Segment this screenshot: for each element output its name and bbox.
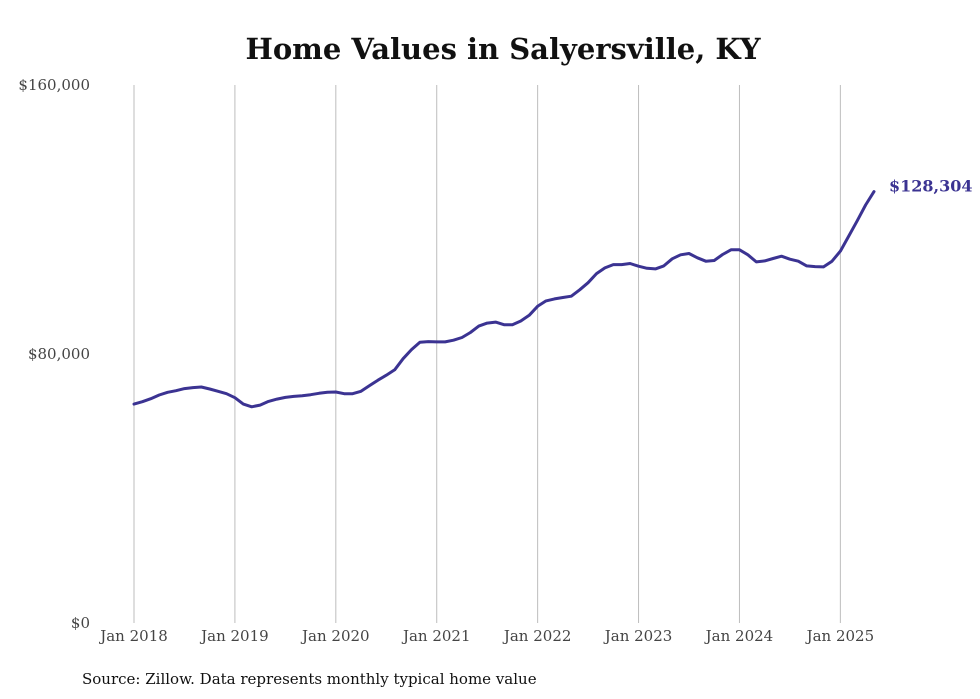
x-tick-label: Jan 2024 [704, 627, 774, 645]
chart-title: Home Values in Salyersville, KY [245, 32, 760, 66]
x-tick-label: Jan 2022 [502, 627, 572, 645]
x-tick-label: Jan 2018 [98, 627, 168, 645]
source-note: Source: Zillow. Data represents monthly … [82, 670, 537, 688]
x-tick-label: Jan 2025 [805, 627, 875, 645]
x-axis-ticks: Jan 2018 Jan 2019 Jan 2020 Jan 2021 Jan 2022… [98, 627, 874, 645]
end-value-label: $128,304 [889, 177, 973, 196]
y-tick-label: $160,000 [18, 76, 90, 94]
y-axis-ticks: $0 $80,000 $160,000 [18, 76, 90, 632]
series-line-home-value [132, 190, 876, 409]
y-tick-label: $80,000 [28, 345, 90, 363]
x-tick-label: Jan 2023 [603, 627, 673, 645]
grid-lines [133, 85, 841, 623]
x-tick-label: Jan 2019 [199, 627, 269, 645]
x-tick-label: Jan 2020 [300, 627, 370, 645]
x-tick-label: Jan 2021 [401, 627, 471, 645]
y-tick-label: $0 [71, 614, 90, 632]
